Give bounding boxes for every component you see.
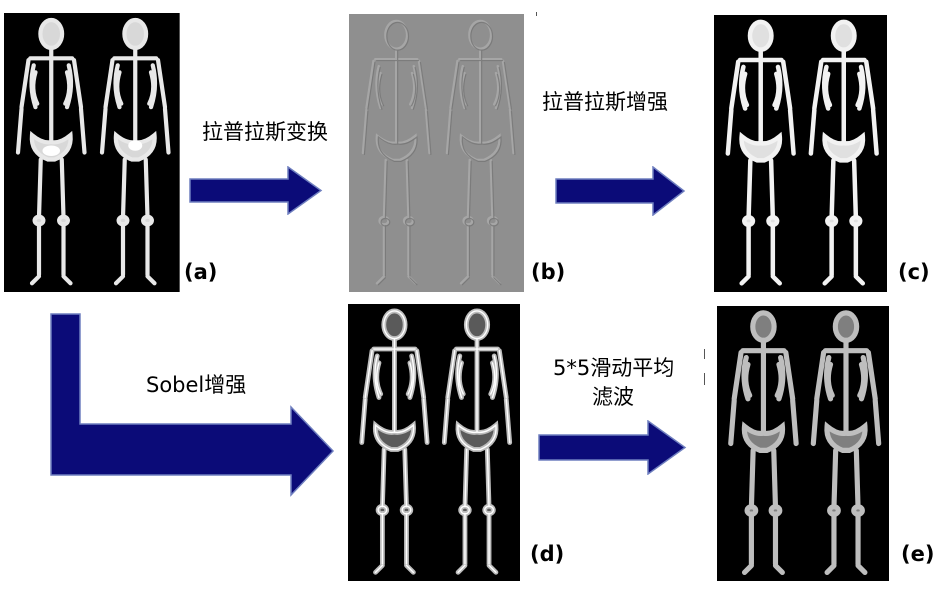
bone-scan-original-image xyxy=(4,13,179,292)
smoothed-image xyxy=(717,306,889,581)
laplace-transform-caption: 拉普拉斯变换 xyxy=(202,120,328,144)
skeleton-icon xyxy=(348,304,520,581)
edge-mark xyxy=(704,349,705,359)
elbow-arrow-icon xyxy=(50,313,335,497)
arrow-icon xyxy=(538,420,687,475)
sobel-enhance-caption: Sobel增强 xyxy=(146,373,247,397)
panel-label-e: (e) xyxy=(901,542,935,566)
smoothing-caption-line2: 滤波 xyxy=(592,385,634,409)
panel-label-b: (b) xyxy=(531,260,566,284)
laplace-enhance-caption: 拉普拉斯增强 xyxy=(542,90,668,114)
arrow-icon xyxy=(555,166,686,216)
laplace-enhanced-image xyxy=(714,15,887,292)
arrow-icon xyxy=(189,166,323,215)
panel-label-a: (a) xyxy=(184,260,218,284)
panel-label-c: (c) xyxy=(898,260,930,284)
panel-label-d: (d) xyxy=(530,542,565,566)
smoothing-caption-line1: 5*5滑动平均 xyxy=(553,356,675,380)
skeleton-icon xyxy=(717,306,889,581)
laplacian-image xyxy=(349,14,524,292)
skeleton-icon xyxy=(361,19,516,286)
edge-mark xyxy=(704,373,705,385)
skeleton-icon xyxy=(714,15,887,292)
edge-mark xyxy=(536,12,537,16)
sobel-enhanced-image xyxy=(348,304,520,581)
panel-edge-line xyxy=(179,13,180,292)
skeleton-icon xyxy=(4,13,179,292)
